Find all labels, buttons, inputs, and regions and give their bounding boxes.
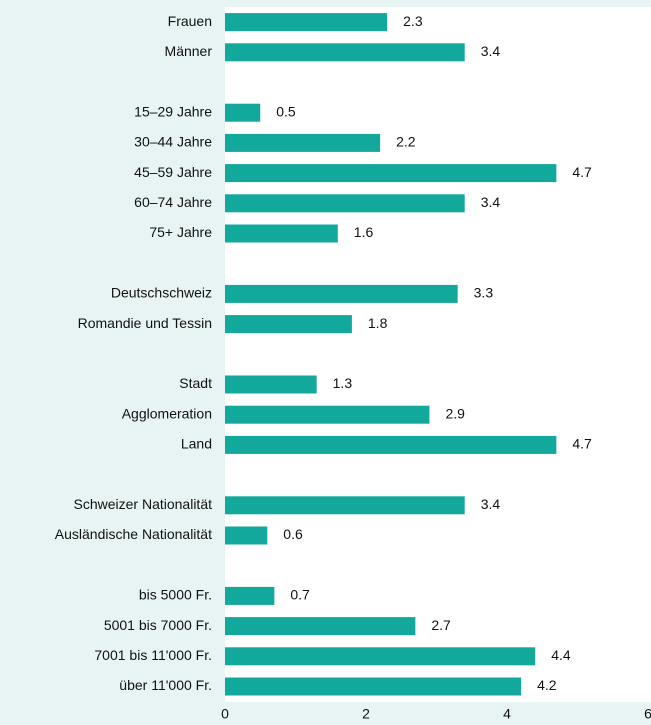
plot-area <box>225 7 651 702</box>
y-tick-label: 30–44 Jahre <box>134 134 212 150</box>
value-label: 3.4 <box>481 43 501 59</box>
value-label: 4.7 <box>572 164 592 180</box>
y-tick-label: 7001 bis 11'000 Fr. <box>94 647 212 663</box>
y-tick-label: Männer <box>165 43 213 59</box>
bar <box>225 194 465 213</box>
y-tick-label: Ausländische Nationalität <box>55 526 212 542</box>
y-tick-label: über 11'000 Fr. <box>119 677 212 693</box>
x-tick-label: 0 <box>221 706 229 722</box>
value-label: 1.6 <box>354 224 374 240</box>
bar <box>225 133 381 152</box>
value-label: 3.4 <box>481 194 501 210</box>
value-label: 2.2 <box>396 134 416 150</box>
bar <box>225 405 430 424</box>
x-tick-label: 4 <box>503 706 511 722</box>
bar <box>225 496 465 515</box>
y-tick-label: Schweizer Nationalität <box>73 496 212 512</box>
value-label: 1.3 <box>333 375 353 391</box>
y-tick-label: bis 5000 Fr. <box>139 587 212 603</box>
y-tick-label: 45–59 Jahre <box>134 164 212 180</box>
value-label: 4.2 <box>537 677 557 693</box>
y-tick-label: 5001 bis 7000 Fr. <box>104 617 212 633</box>
y-tick-label: Land <box>181 436 212 452</box>
bar <box>225 586 275 605</box>
value-label: 2.7 <box>431 617 451 633</box>
y-tick-label: 15–29 Jahre <box>134 103 212 119</box>
bar <box>225 164 557 183</box>
bar <box>225 284 458 303</box>
value-label: 3.3 <box>474 285 494 301</box>
x-tick-label: 2 <box>362 706 370 722</box>
bar <box>225 617 416 636</box>
value-label: 2.3 <box>403 13 423 29</box>
value-label: 1.8 <box>368 315 388 331</box>
bar <box>225 375 317 394</box>
y-tick-label: 60–74 Jahre <box>134 194 212 210</box>
bar <box>225 43 465 62</box>
bar <box>225 224 338 243</box>
value-label: 2.9 <box>445 405 465 421</box>
value-label: 0.6 <box>283 526 303 542</box>
bar <box>225 315 352 334</box>
bar <box>225 526 268 545</box>
y-tick-label: Agglomeration <box>122 405 212 421</box>
y-tick-label: Frauen <box>168 13 212 29</box>
bar <box>225 677 522 696</box>
y-tick-label: Stadt <box>179 375 212 391</box>
value-label: 4.7 <box>572 436 592 452</box>
value-label: 0.7 <box>290 587 310 603</box>
bar <box>225 647 536 666</box>
value-label: 0.5 <box>276 103 296 119</box>
y-tick-label: 75+ Jahre <box>149 224 212 240</box>
value-label: 4.4 <box>551 647 571 663</box>
value-label: 3.4 <box>481 496 501 512</box>
bar <box>225 13 388 32</box>
bar <box>225 435 557 454</box>
y-tick-label: Romandie und Tessin <box>78 315 212 331</box>
y-tick-label: Deutschschweiz <box>111 285 212 301</box>
x-tick-label: 6 <box>644 706 651 722</box>
bar <box>225 103 261 122</box>
